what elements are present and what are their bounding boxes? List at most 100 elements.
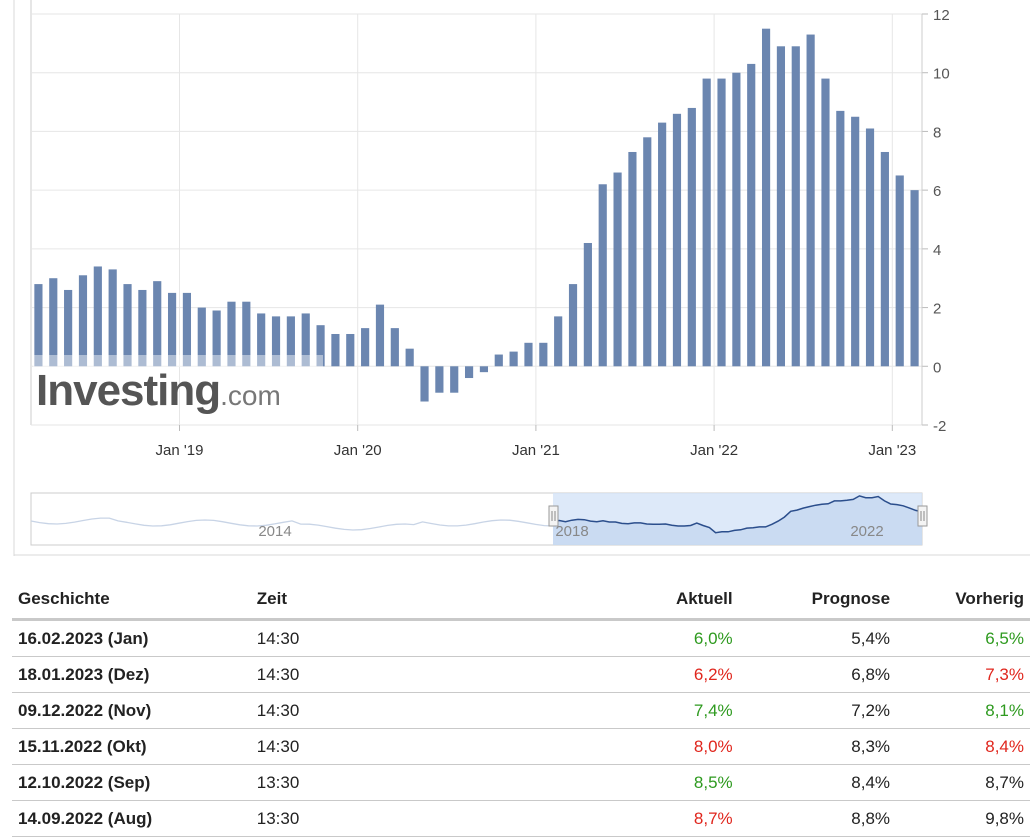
y-tick-label: 6 (933, 183, 941, 200)
cell-previous: 9,8% (896, 800, 1030, 837)
y-tick-label: 0 (933, 359, 941, 376)
bar (227, 301, 236, 367)
bar (93, 266, 102, 367)
cell-previous: 7,3% (896, 656, 1030, 693)
cell-actual: 8,7% (582, 800, 739, 837)
bar (286, 316, 295, 367)
cell-actual: 8,0% (582, 728, 739, 765)
navigator-year-label: 2018 (555, 523, 588, 540)
cell-forecast: 6,8% (738, 656, 897, 693)
bar (776, 46, 786, 367)
history-table: Geschichte Zeit Aktuell Prognose Vorheri… (12, 580, 1030, 837)
table-row: 09.12.2022 (Nov) 14:30 7,4% 7,2% 8,1% (12, 692, 1030, 729)
table-header-row: Geschichte Zeit Aktuell Prognose Vorheri… (12, 580, 1030, 621)
bar (494, 354, 503, 367)
bar (450, 366, 459, 393)
bar (554, 316, 563, 367)
y-tick-label: 12 (933, 7, 950, 24)
table-row: 15.11.2022 (Okt) 14:30 8,0% 8,3% 8,4% (12, 728, 1030, 765)
cell-previous: 6,5% (896, 619, 1030, 657)
bar (568, 284, 578, 367)
bar (583, 242, 592, 367)
bar (212, 310, 221, 367)
bar (479, 366, 489, 373)
bar (880, 151, 889, 367)
header-previous[interactable]: Vorherig (896, 580, 1030, 621)
bar (153, 281, 162, 367)
cell-previous: 8,1% (896, 692, 1030, 729)
table-row: 16.02.2023 (Jan) 14:30 6,0% 5,4% 6,5% (12, 619, 1030, 657)
x-tick-label: Jan '20 (334, 442, 382, 459)
cell-forecast: 5,4% (738, 619, 897, 657)
table-row: 12.10.2022 (Sep) 13:30 8,5% 8,4% 8,7% (12, 764, 1030, 801)
x-tick-label: Jan '23 (868, 442, 916, 459)
bar (524, 342, 533, 367)
cell-forecast: 8,8% (738, 800, 897, 837)
cell-time: 14:30 (250, 692, 583, 729)
cell-date: 16.02.2023 (Jan) (12, 619, 251, 657)
bar (613, 172, 622, 367)
bar (836, 110, 845, 367)
header-date[interactable]: Geschichte (12, 580, 251, 621)
bar (138, 289, 147, 367)
y-tick-label: 8 (933, 124, 941, 141)
chart-container: -2 0 2 4 6 8 10 12 Jan '19 Jan '20 Jan '21 Jan '22 J… (13, 0, 1030, 556)
bar (271, 316, 281, 367)
bar (420, 366, 429, 402)
navigator-line (552, 495, 923, 534)
logo-watermark-band (33, 355, 323, 367)
navigator-history-line (30, 517, 554, 531)
cell-time: 14:30 (250, 728, 583, 765)
bar (509, 351, 518, 367)
logo-main-text: Investing (36, 366, 221, 415)
y-tick-label: 2 (933, 301, 941, 318)
bar (182, 292, 192, 367)
bar (197, 307, 206, 367)
header-forecast[interactable]: Prognose (738, 580, 897, 621)
cell-date: 09.12.2022 (Nov) (12, 692, 251, 729)
history-table-body: 16.02.2023 (Jan) 14:30 6,0% 5,4% 6,5% 18.01.2… (12, 619, 1030, 837)
y-tick-label: 4 (933, 242, 941, 259)
cell-time: 13:30 (250, 764, 583, 801)
navigator-year-label: 2022 (850, 523, 883, 540)
cell-date: 18.01.2023 (Dez) (12, 656, 251, 693)
cell-forecast: 8,3% (738, 728, 897, 765)
bar (78, 275, 88, 367)
bar (910, 190, 919, 367)
bar (361, 328, 370, 367)
bar (331, 333, 340, 367)
bar (717, 78, 726, 367)
x-tick-label: Jan '21 (512, 442, 560, 459)
bar (732, 72, 741, 367)
bar (108, 269, 117, 367)
investing-logo: Investing.com (36, 366, 281, 416)
cell-date: 12.10.2022 (Sep) (12, 764, 251, 801)
cell-forecast: 8,4% (738, 764, 897, 801)
bar (865, 128, 875, 367)
bar (791, 46, 800, 367)
bar (257, 313, 266, 367)
cell-date: 14.09.2022 (Aug) (12, 800, 251, 837)
bar (821, 78, 830, 367)
bar (316, 325, 325, 367)
navigator-left-handle[interactable] (548, 505, 559, 527)
cell-time: 14:30 (250, 656, 583, 693)
navigator-right-handle[interactable] (917, 505, 928, 527)
bar (672, 113, 682, 367)
cell-previous: 8,7% (896, 764, 1030, 801)
header-time[interactable]: Zeit (250, 580, 583, 621)
bar (390, 328, 399, 367)
cell-actual: 6,2% (582, 656, 739, 693)
bar (761, 28, 771, 367)
table-row: 14.09.2022 (Aug) 13:30 8,7% 8,8% 9,8% (12, 800, 1030, 837)
header-actual[interactable]: Aktuell (582, 580, 739, 621)
bar (895, 175, 904, 367)
bar (658, 122, 667, 367)
bar-chart: -2 0 2 4 6 8 10 12 Jan '19 Jan '20 Jan '21 Jan '22 J… (13, 0, 1030, 556)
bar (346, 333, 355, 367)
bar (301, 313, 310, 367)
bar (405, 348, 414, 367)
cell-actual: 7,4% (582, 692, 739, 729)
cell-previous: 8,4% (896, 728, 1030, 765)
bar (123, 284, 132, 367)
